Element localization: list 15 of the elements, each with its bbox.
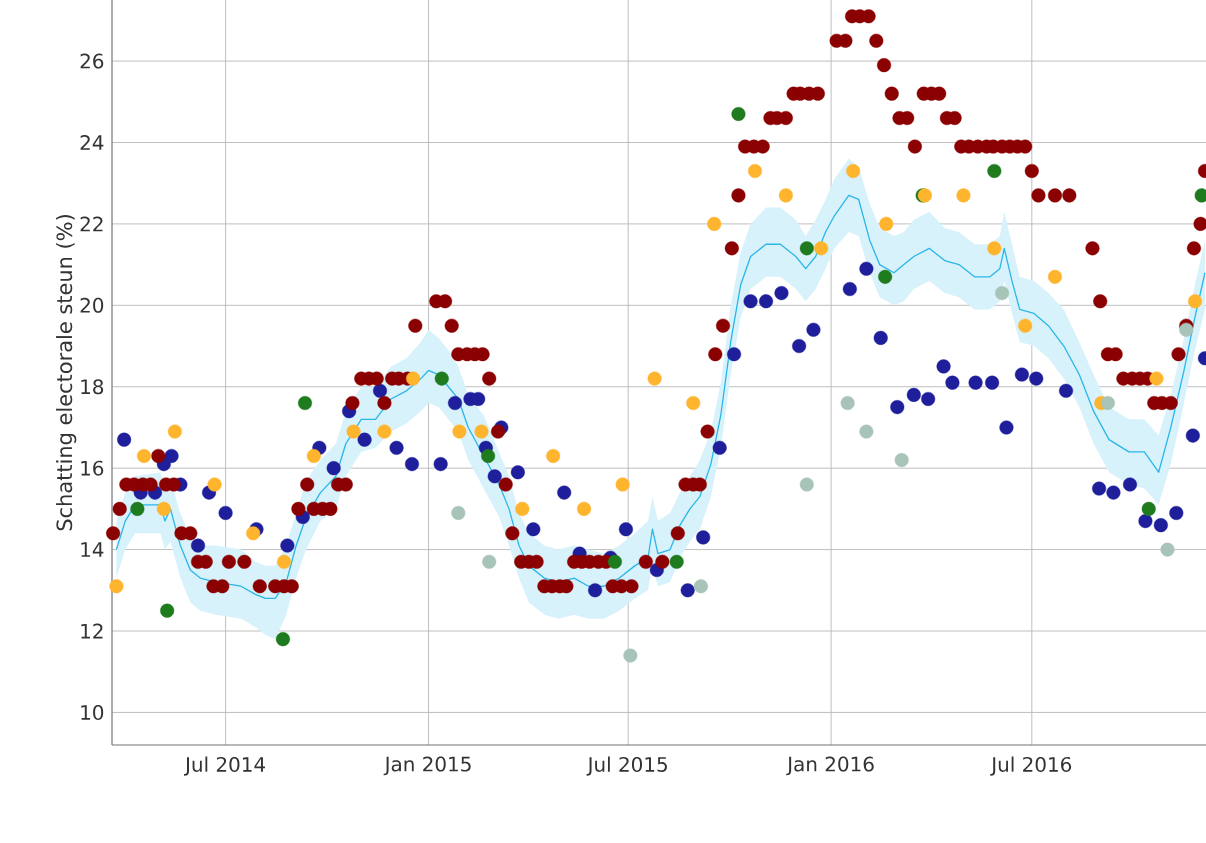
y-tick-label: 12 bbox=[81, 623, 103, 639]
y-tick-label: 22 bbox=[80, 216, 103, 232]
x-tick-label: Jul 2015 bbox=[586, 756, 667, 776]
y-tick-label: 18 bbox=[81, 379, 104, 395]
x-tick-label: Jul 2014 bbox=[184, 756, 265, 776]
y-tick-label: 14 bbox=[81, 542, 104, 557]
x-tick-label: Jan 2015 bbox=[383, 756, 471, 776]
y-tick-label: 20 bbox=[80, 297, 104, 313]
y-tick-label: 24 bbox=[80, 135, 104, 150]
y-tick-label: 10 bbox=[81, 704, 104, 720]
y-tick-label: 16 bbox=[81, 460, 104, 476]
y-axis-title: Schatting electorale steun (%) bbox=[56, 215, 77, 531]
x-tick-label: Jan 2016 bbox=[786, 756, 874, 776]
y-tick-label: 26 bbox=[80, 53, 104, 69]
x-tick-label: Jul 2016 bbox=[990, 756, 1072, 776]
